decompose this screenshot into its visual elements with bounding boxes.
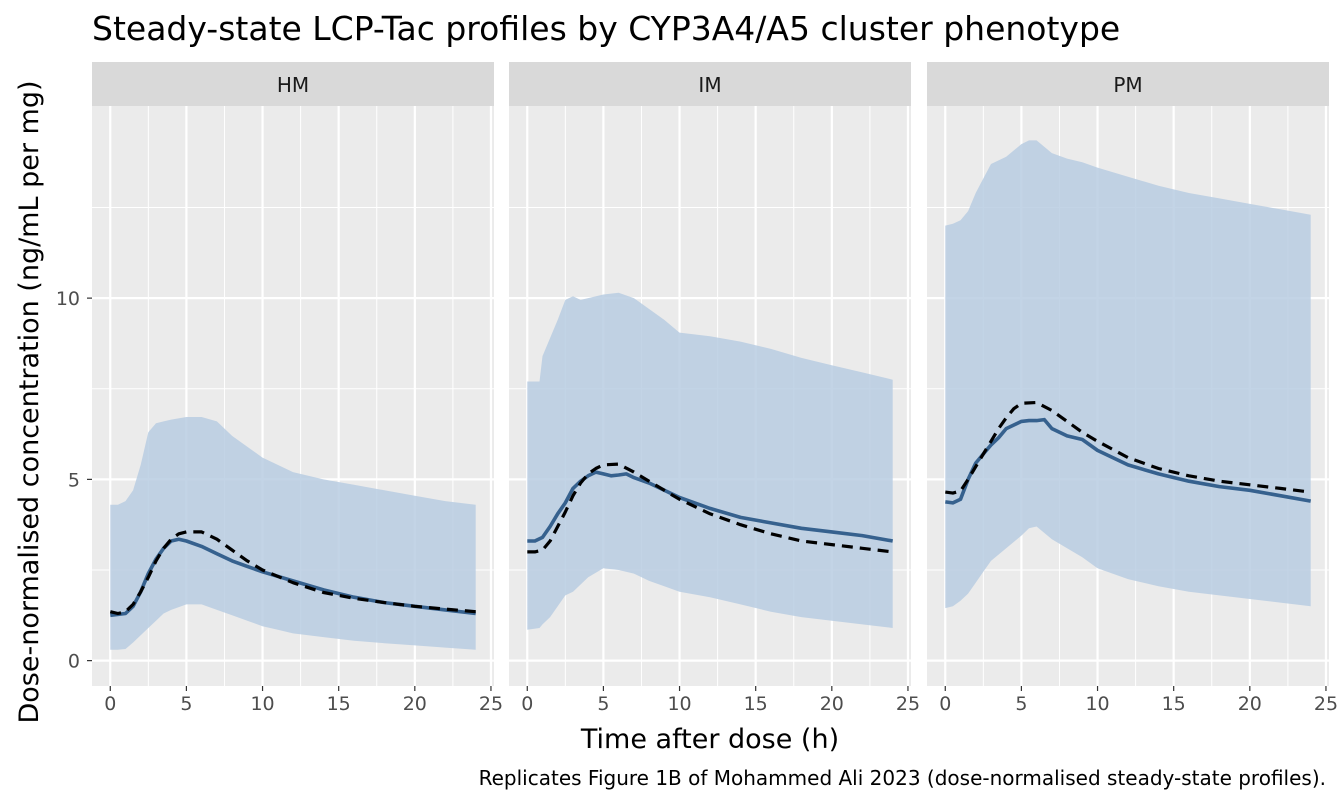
dashed-profile-line: [527, 462, 893, 554]
x-tick-label: 5: [597, 693, 609, 715]
chart-title: Steady-state LCP-Tac profiles by CYP3A4/…: [92, 9, 1120, 48]
facet-strip-label: IM: [698, 73, 721, 97]
x-tick-label: 10: [667, 693, 691, 715]
facet-strip: [92, 62, 494, 106]
interval-band: [527, 292, 893, 630]
x-tick-label: 15: [1162, 693, 1186, 715]
x-tick-label: 5: [180, 693, 192, 715]
x-tick-label: 0: [521, 693, 533, 715]
x-axis-title: Time after dose (h): [580, 724, 839, 755]
facet-panel-im: IM 0 5 10 15 20 25: [509, 62, 920, 715]
y-axis: 0 5 10: [56, 288, 92, 673]
facet-strip-label: HM: [277, 73, 309, 97]
x-tick-label: 25: [479, 693, 503, 715]
x-tick-label: 15: [327, 693, 351, 715]
chart-caption: Replicates Figure 1B of Mohammed Ali 202…: [479, 766, 1326, 790]
facet-panels: HM 0 5 10 15 20 25 IM 0 5 10 15 20 25 PM 0 5 10 15 20 25: [92, 62, 1338, 715]
facet-panel-hm: HM 0 5 10 15 20 25: [92, 62, 503, 715]
x-tick-label: 25: [1314, 693, 1338, 715]
x-tick-label: 15: [744, 693, 768, 715]
x-tick-label: 5: [1015, 693, 1027, 715]
facet-strip: [509, 62, 911, 106]
x-tick-label: 0: [939, 693, 951, 715]
x-tick-label: 20: [820, 693, 844, 715]
x-tick-label: 20: [403, 693, 427, 715]
y-tick-label: 10: [56, 288, 80, 310]
x-tick-label: 10: [250, 693, 274, 715]
y-axis-title: Dose-normalised concentration (ng/mL per…: [14, 80, 45, 723]
solid-profile-line: [527, 470, 894, 543]
x-tick-label: 10: [1085, 693, 1109, 715]
interval-band: [945, 140, 1311, 609]
dashed-profile-line: [945, 400, 1311, 495]
solid-profile-line: [110, 537, 476, 618]
facet-strip: [927, 62, 1329, 106]
y-tick-label: 0: [68, 651, 80, 673]
interval-band: [110, 417, 476, 650]
x-tick-label: 25: [896, 693, 920, 715]
facet-panel-pm: PM 0 5 10 15 20 25: [927, 62, 1338, 715]
dashed-profile-line: [109, 530, 476, 616]
facet-strip-label: PM: [1113, 73, 1142, 97]
x-tick-label: 0: [104, 693, 116, 715]
y-tick-label: 5: [68, 469, 80, 491]
x-tick-label: 20: [1238, 693, 1262, 715]
